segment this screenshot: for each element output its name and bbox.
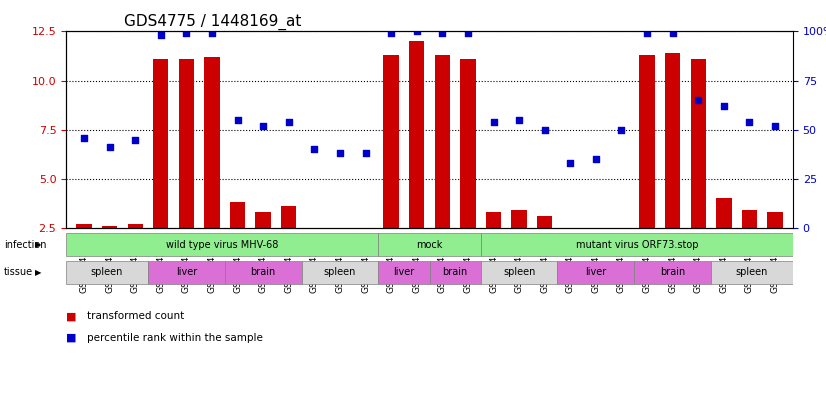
Point	[435, 30, 449, 37]
Bar	[230, 202, 245, 228]
Point	[487, 119, 500, 125]
Bar	[481, 233, 793, 256]
Point	[538, 127, 551, 133]
Point	[154, 32, 168, 39]
Bar	[511, 210, 527, 228]
Point	[334, 150, 347, 156]
Text: spleen: spleen	[91, 267, 123, 277]
Bar	[358, 228, 373, 230]
Point	[180, 30, 193, 37]
Point	[206, 30, 219, 37]
Text: ▶: ▶	[35, 268, 41, 277]
Bar	[691, 59, 706, 228]
Bar	[742, 210, 757, 228]
Bar	[639, 55, 655, 228]
Bar	[255, 212, 271, 228]
Bar	[378, 233, 481, 256]
Bar	[486, 212, 501, 228]
Point	[666, 30, 679, 37]
Bar	[383, 55, 399, 228]
Point	[615, 127, 628, 133]
Point	[640, 30, 653, 37]
Bar	[332, 228, 348, 230]
Point	[78, 134, 91, 141]
Point	[308, 146, 321, 152]
Bar	[148, 261, 225, 284]
Bar	[767, 212, 783, 228]
Bar	[66, 233, 378, 256]
Point	[411, 28, 424, 35]
Point	[359, 150, 373, 156]
Text: infection: infection	[4, 240, 46, 250]
Bar	[102, 226, 117, 228]
Bar	[460, 59, 476, 228]
Point	[512, 117, 525, 123]
Bar	[434, 55, 450, 228]
Text: liver: liver	[393, 267, 415, 277]
Bar	[537, 216, 553, 228]
Text: mock: mock	[416, 240, 443, 250]
Text: brain: brain	[443, 267, 468, 277]
Bar	[281, 206, 297, 228]
Text: GDS4775 / 1448169_at: GDS4775 / 1448169_at	[124, 14, 301, 30]
Bar	[225, 261, 301, 284]
Text: spleen: spleen	[736, 267, 768, 277]
Text: wild type virus MHV-68: wild type virus MHV-68	[166, 240, 278, 250]
Bar	[178, 59, 194, 228]
Text: ■: ■	[66, 311, 77, 321]
Point	[129, 136, 142, 143]
Bar	[153, 59, 169, 228]
Point	[589, 156, 602, 162]
Text: tissue: tissue	[4, 267, 33, 277]
Bar	[481, 261, 558, 284]
Point	[103, 144, 116, 151]
Point	[282, 119, 296, 125]
Text: spleen: spleen	[324, 267, 356, 277]
Point	[691, 97, 705, 103]
Point	[563, 160, 577, 166]
Text: ■: ■	[66, 333, 77, 343]
Bar	[634, 261, 711, 284]
Bar	[430, 261, 481, 284]
Bar	[716, 198, 732, 228]
Text: brain: brain	[660, 267, 686, 277]
Point	[768, 123, 781, 129]
Bar	[711, 261, 793, 284]
Bar	[66, 261, 148, 284]
Bar	[558, 261, 634, 284]
Point	[257, 123, 270, 129]
Point	[743, 119, 756, 125]
Text: spleen: spleen	[503, 267, 535, 277]
Point	[461, 30, 474, 37]
Text: liver: liver	[586, 267, 606, 277]
Point	[231, 117, 244, 123]
Point	[717, 103, 730, 109]
Bar	[378, 261, 430, 284]
Text: mutant virus ORF73.stop: mutant virus ORF73.stop	[576, 240, 698, 250]
Bar	[204, 57, 220, 228]
Bar	[76, 224, 92, 228]
Text: brain: brain	[250, 267, 276, 277]
Text: liver: liver	[176, 267, 197, 277]
Text: ▶: ▶	[35, 240, 41, 249]
Bar	[301, 261, 378, 284]
Text: percentile rank within the sample: percentile rank within the sample	[87, 333, 263, 343]
Point	[385, 30, 398, 37]
Bar	[127, 224, 143, 228]
Text: transformed count: transformed count	[87, 311, 184, 321]
Bar	[665, 53, 681, 228]
Bar	[409, 41, 425, 228]
